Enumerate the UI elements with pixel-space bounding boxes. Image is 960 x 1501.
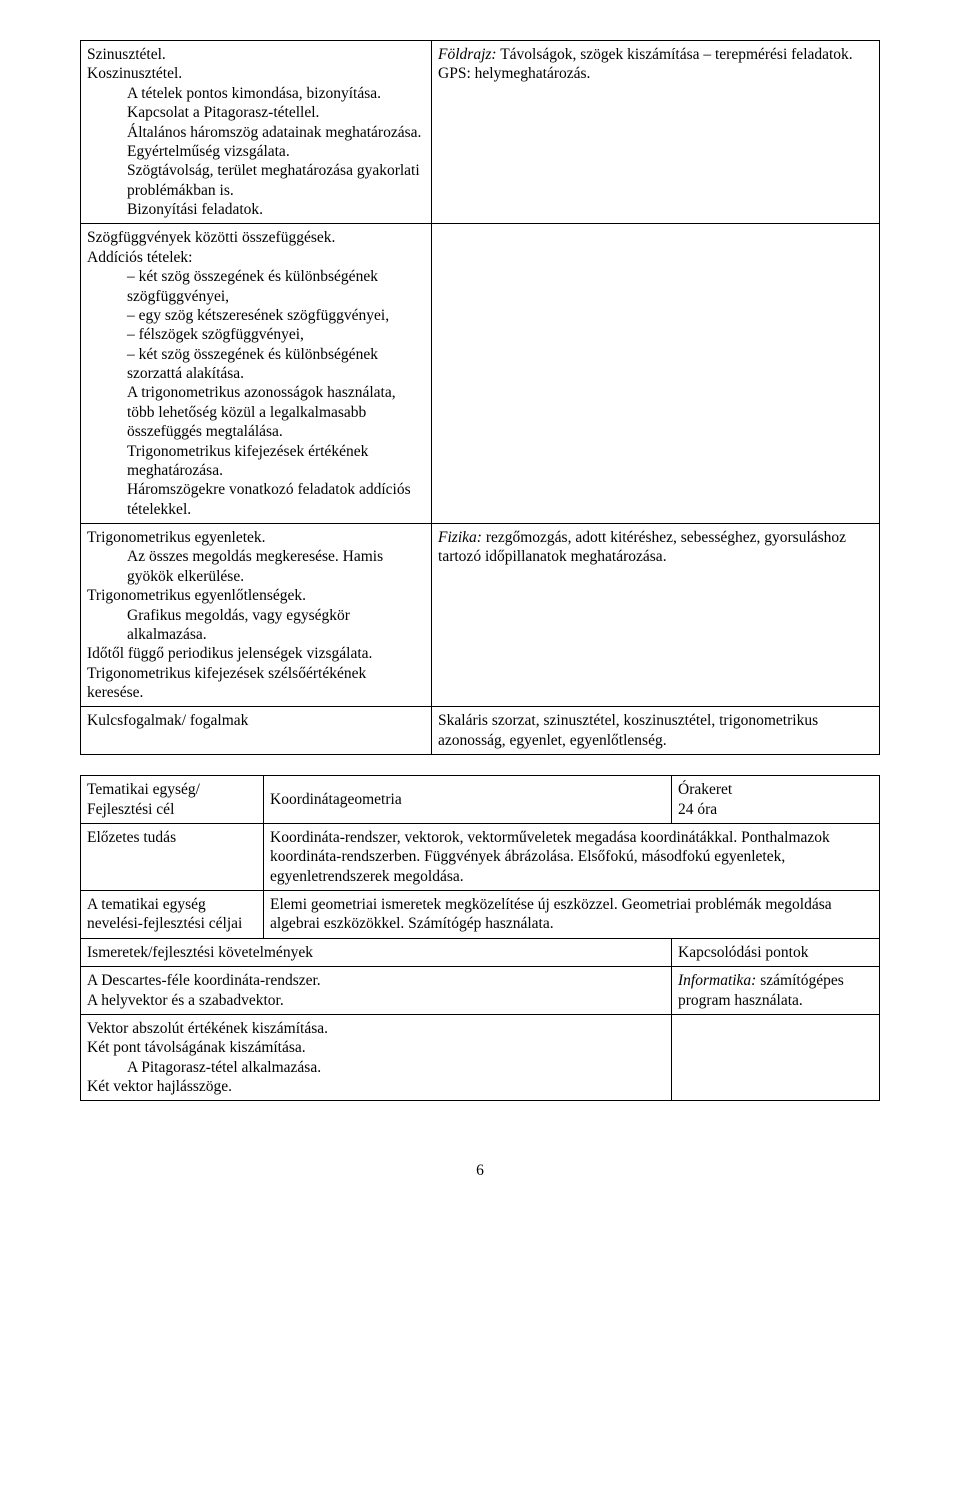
text: rezgőmozgás, adott kitéréshez, sebességh…	[438, 529, 846, 565]
page-number: 6	[80, 1161, 880, 1180]
cell-hours: Órakeret 24 óra	[672, 776, 880, 824]
table-row: Tematikai egység/ Fejlesztési cél Koordi…	[81, 776, 880, 824]
text: Trigonometrikus egyenletek.	[87, 529, 266, 546]
cell-title: Koordinátageometria	[264, 776, 672, 824]
text: Szögfüggvények közötti összefüggések.	[87, 229, 335, 246]
cell-label: Tematikai egység/ Fejlesztési cél	[81, 776, 264, 824]
cell-connections: Fizika: rezgőmozgás, adott kitéréshez, s…	[432, 524, 880, 707]
list-item: egy szög kétszeresének szögfüggvényei,	[127, 306, 425, 325]
text: Vektor abszolút értékének kiszámítása.	[87, 1020, 328, 1037]
table-row: Előzetes tudás Koordináta-rendszer, vekt…	[81, 823, 880, 890]
cell-content: A Descartes-féle koordináta-rendszer. A …	[81, 967, 672, 1015]
table-row: A Descartes-féle koordináta-rendszer. A …	[81, 967, 880, 1015]
table-row: Vektor abszolút értékének kiszámítása. K…	[81, 1014, 880, 1101]
list-item: két szög összegének és különbségének szö…	[127, 267, 425, 306]
cell-connections: Földrajz: Távolságok, szögek kiszámítása…	[432, 41, 880, 224]
cell-content: Trigonometrikus egyenletek. Az összes me…	[81, 524, 432, 707]
text: Szögtávolság, terület meghatározása gyak…	[87, 161, 425, 200]
table-row: Trigonometrikus egyenletek. Az összes me…	[81, 524, 880, 707]
text: Háromszögekre vonatkozó feladatok addíci…	[87, 480, 425, 519]
cell-content: Skaláris szorzat, szinusztétel, koszinus…	[432, 707, 880, 755]
table-row: Szögfüggvények közötti összefüggések. Ad…	[81, 224, 880, 524]
hours-label: Órakeret	[678, 781, 732, 798]
table-row: Kulcsfogalmak/ fogalmak Skaláris szorzat…	[81, 707, 880, 755]
text: GPS: helymeghatározás.	[438, 65, 590, 82]
text: Kapcsolat a Pitagorasz-tétellel.	[87, 103, 425, 122]
text: Bizonyítási feladatok.	[87, 200, 425, 219]
cell-content: Elemi geometriai ismeretek megközelítése…	[264, 891, 880, 939]
table-row: A tematikai egység nevelési-fejlesztési …	[81, 891, 880, 939]
cell-content: Szinusztétel. Koszinusztétel. A tételek …	[81, 41, 432, 224]
table-coordinate-geometry: Tematikai egység/ Fejlesztési cél Koordi…	[80, 775, 880, 1101]
list-item: félszögek szögfüggvényei,	[127, 325, 425, 344]
text-subject-label: Földrajz:	[438, 46, 497, 63]
table-row: Szinusztétel. Koszinusztétel. A tételek …	[81, 41, 880, 224]
cell-content: Vektor abszolút értékének kiszámítása. K…	[81, 1014, 672, 1101]
list-item: két szög összegének és különbségének szo…	[127, 345, 425, 384]
cell-label: A tematikai egység nevelési-fejlesztési …	[81, 891, 264, 939]
table-row-header: Ismeretek/fejlesztési követelmények Kapc…	[81, 938, 880, 966]
text-subject-label: Informatika:	[678, 972, 756, 989]
text: A tételek pontos kimondása, bizonyítása.	[87, 84, 425, 103]
cell-content: Szögfüggvények közötti összefüggések. Ad…	[81, 224, 432, 524]
text: Grafikus megoldás, vagy egységkör alkalm…	[87, 606, 425, 645]
cell-label: Kulcsfogalmak/ fogalmak	[81, 707, 432, 755]
cell-content: Koordináta-rendszer, vektorok, vektorműv…	[264, 823, 880, 890]
hours-value: 24 óra	[678, 801, 717, 818]
text: Időtől függő periodikus jelenségek vizsg…	[87, 645, 372, 662]
cell-connections	[672, 1014, 880, 1101]
cell-header: Ismeretek/fejlesztési követelmények	[81, 938, 672, 966]
text: Az összes megoldás megkeresése. Hamis gy…	[87, 547, 425, 586]
text: A trigonometrikus azonosságok használata…	[87, 383, 425, 441]
text: A Pitagorasz-tétel alkalmazása.	[87, 1058, 665, 1077]
cell-header: Kapcsolódási pontok	[672, 938, 880, 966]
text: Távolságok, szögek kiszámítása – terepmé…	[497, 46, 853, 63]
text: A helyvektor és a szabadvektor.	[87, 992, 284, 1009]
text: Általános háromszög adatainak meghatároz…	[87, 123, 425, 162]
cell-connections: Informatika: számítógépes program haszná…	[672, 967, 880, 1015]
text: Szinusztétel.	[87, 46, 166, 63]
text: Trigonometrikus kifejezések értékének me…	[87, 442, 425, 481]
text: Koszinusztétel.	[87, 65, 182, 82]
text: Trigonometrikus egyenlőtlenségek.	[87, 587, 306, 604]
text: Két pont távolságának kiszámítása.	[87, 1039, 306, 1056]
text: Trigonometrikus kifejezések szélsőértéké…	[87, 665, 366, 701]
cell-label: Előzetes tudás	[81, 823, 264, 890]
text: Addíciós tételek:	[87, 249, 192, 266]
bullet-list: két szög összegének és különbségének szö…	[87, 267, 425, 383]
table-trigonometry: Szinusztétel. Koszinusztétel. A tételek …	[80, 40, 880, 755]
cell-connections	[432, 224, 880, 524]
text: Két vektor hajlásszöge.	[87, 1078, 232, 1095]
text-subject-label: Fizika:	[438, 529, 482, 546]
text: A Descartes-féle koordináta-rendszer.	[87, 972, 321, 989]
